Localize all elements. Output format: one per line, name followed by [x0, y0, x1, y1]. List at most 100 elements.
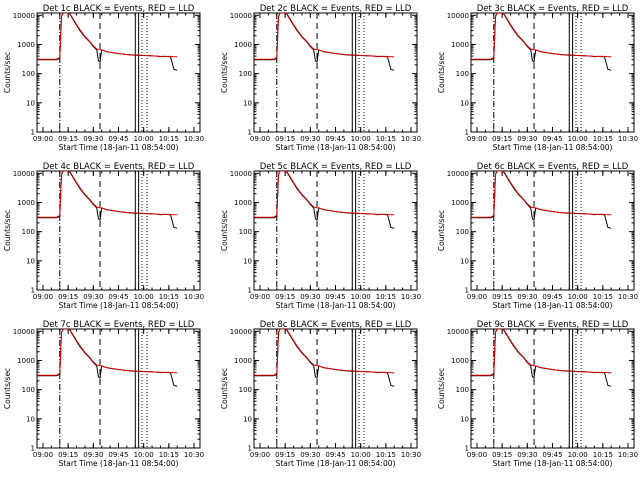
x-tick-label: 10:00: [568, 451, 588, 459]
y-tick-label: 1: [248, 287, 252, 295]
x-tick-label: 09:45: [325, 293, 345, 301]
panel-plot-area: [37, 13, 178, 132]
x-tick-label: 09:30: [300, 135, 320, 143]
x-tick-label: 10:30: [184, 135, 204, 143]
x-tick-label: 09:45: [542, 293, 562, 301]
y-tick-label: 100: [239, 386, 252, 394]
plot-frame: [36, 328, 201, 449]
events-series-line: [254, 171, 395, 229]
y-tick-label: 1: [465, 287, 469, 295]
y-tick-label: 10: [460, 415, 469, 423]
panel-plot-area: [471, 171, 612, 290]
panel-plot-area: [254, 13, 395, 132]
y-tick-label: 1: [31, 445, 35, 453]
y-tick-label: 10000: [13, 170, 35, 178]
y-tick-label: 10: [243, 257, 252, 265]
x-tick-label: 10:30: [184, 293, 204, 301]
x-tick-label: 10:15: [593, 293, 613, 301]
x-tick-label: 10:30: [618, 451, 638, 459]
x-tick-label: 09:45: [108, 293, 128, 301]
lld-series-line: [37, 13, 178, 60]
y-axis-label: Counts/sec: [220, 210, 229, 251]
x-tick-label: 10:00: [351, 135, 371, 143]
y-tick-label: 1000: [234, 199, 252, 207]
x-tick-label: 09:30: [300, 451, 320, 459]
panel-title: Det 4c BLACK = Events, RED = LLD: [43, 162, 195, 172]
x-tick-label: 10:30: [618, 135, 638, 143]
y-tick-label: 10000: [230, 328, 252, 336]
x-axis-label: Start Time (18-Jan-11 08:54:00): [493, 301, 613, 310]
x-tick-label: 09:30: [83, 293, 103, 301]
events-series-line: [37, 13, 178, 71]
x-tick-label: 10:15: [376, 451, 396, 459]
events-series-line: [471, 329, 612, 387]
x-tick-label: 09:30: [83, 451, 103, 459]
x-tick-label: 09:15: [275, 135, 295, 143]
y-axis-label: Counts/sec: [437, 368, 446, 409]
x-axis-label: Start Time (18-Jan-11 08:54:00): [276, 459, 396, 468]
x-tick-label: 09:30: [517, 135, 537, 143]
x-tick-label: 10:30: [401, 135, 421, 143]
plot-frame: [36, 12, 201, 133]
x-tick-label: 09:00: [33, 293, 53, 301]
chart-panel: Det 5c BLACK = Events, RED = LLD 1 10 100 10…: [220, 162, 421, 310]
lld-series-line: [254, 329, 395, 376]
x-tick-label: 09:15: [275, 293, 295, 301]
x-tick-label: 10:30: [184, 451, 204, 459]
panel-title: Det 6c BLACK = Events, RED = LLD: [477, 162, 629, 172]
y-tick-label: 1000: [17, 199, 35, 207]
chart-panel: Det 9c BLACK = Events, RED = LLD 1 10 100 10…: [437, 320, 638, 468]
x-axis-label: Start Time (18-Jan-11 08:54:00): [493, 143, 613, 152]
x-tick-label: 09:30: [517, 451, 537, 459]
x-axis-label: Start Time (18-Jan-11 08:54:00): [276, 301, 396, 310]
panel-plot-area: [37, 171, 178, 290]
y-tick-label: 10: [243, 415, 252, 423]
y-tick-label: 1000: [17, 357, 35, 365]
x-tick-label: 10:00: [351, 451, 371, 459]
x-tick-label: 09:15: [492, 451, 512, 459]
events-series-line: [254, 13, 395, 71]
y-tick-label: 100: [456, 228, 469, 236]
plot-frame: [253, 12, 418, 133]
x-tick-label: 09:45: [108, 135, 128, 143]
chart-panel: Det 3c BLACK = Events, RED = LLD 1 10 100 10…: [437, 4, 638, 152]
x-tick-label: 10:00: [568, 293, 588, 301]
plot-frame: [36, 170, 201, 291]
panel-title: Det 1c BLACK = Events, RED = LLD: [43, 4, 195, 14]
x-tick-label: 10:00: [351, 293, 371, 301]
y-axis-label: Counts/sec: [3, 210, 12, 251]
y-tick-label: 1: [465, 129, 469, 137]
y-tick-label: 1: [31, 287, 35, 295]
x-tick-label: 09:15: [58, 451, 78, 459]
y-tick-label: 10000: [447, 170, 469, 178]
x-axis-label: Start Time (18-Jan-11 08:54:00): [276, 143, 396, 152]
panel-plot-area: [254, 171, 395, 290]
y-tick-label: 1000: [234, 41, 252, 49]
plot-frame: [253, 170, 418, 291]
chart-panel: Det 8c BLACK = Events, RED = LLD 1 10 100 10…: [220, 320, 421, 468]
panel-title: Det 7c BLACK = Events, RED = LLD: [43, 320, 195, 330]
y-tick-label: 10: [26, 257, 35, 265]
plot-frame: [470, 328, 635, 449]
x-tick-label: 09:15: [275, 451, 295, 459]
y-tick-label: 10000: [13, 12, 35, 20]
lld-series-line: [471, 329, 612, 376]
y-tick-label: 100: [456, 386, 469, 394]
y-tick-label: 100: [239, 70, 252, 78]
y-tick-label: 100: [22, 70, 35, 78]
panel-plot-area: [471, 329, 612, 448]
x-axis-label: Start Time (18-Jan-11 08:54:00): [493, 459, 613, 468]
panel-title: Det 9c BLACK = Events, RED = LLD: [477, 320, 629, 330]
x-tick-label: 09:15: [492, 293, 512, 301]
panel-title: Det 5c BLACK = Events, RED = LLD: [260, 162, 412, 172]
y-axis-label: Counts/sec: [3, 368, 12, 409]
panel-title: Det 3c BLACK = Events, RED = LLD: [477, 4, 629, 14]
y-axis-label: Counts/sec: [437, 52, 446, 93]
y-axis-label: Counts/sec: [220, 52, 229, 93]
x-tick-label: 10:15: [376, 293, 396, 301]
x-tick-label: 10:15: [159, 135, 179, 143]
chart-panel: Det 6c BLACK = Events, RED = LLD 1 10 100 10…: [437, 162, 638, 310]
x-tick-label: 10:00: [134, 451, 154, 459]
chart-panel: Det 7c BLACK = Events, RED = LLD 1 10 100 10…: [3, 320, 204, 468]
